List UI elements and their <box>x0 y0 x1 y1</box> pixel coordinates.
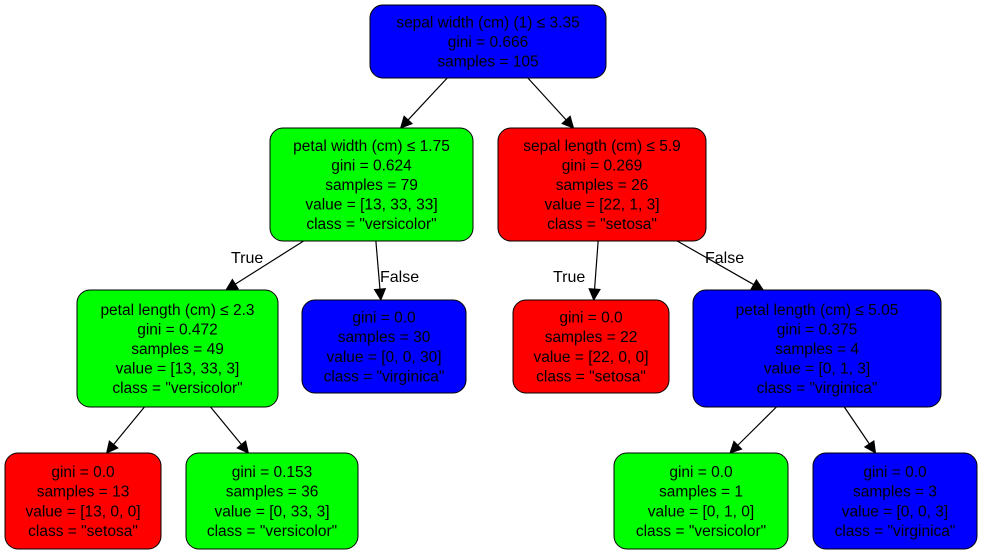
node-text-line: gini = 0.624 <box>331 157 412 174</box>
node-text-line: class = "setosa" <box>536 368 646 385</box>
tree-node-n0: sepal width (cm) (1) ≤ 3.35 gini = 0.666 s… <box>370 5 606 78</box>
arrowhead <box>374 289 385 300</box>
tree-node-n5: gini = 0.0 samples = 22 value = [22, 0, 0]… <box>513 300 669 393</box>
edge-n0-n2 <box>528 78 574 128</box>
tree-node-n3: petal length (cm) ≤ 2.3 gini = 0.472 sampl… <box>77 290 278 407</box>
node-text-line: samples = 22 <box>545 329 638 346</box>
node-text-line: class = "versicolor" <box>306 216 436 233</box>
node-text-line: value = [13, 33, 33] <box>305 197 437 214</box>
node-text-line: class = "virginica" <box>757 380 878 397</box>
tree-node-n1: petal width (cm) ≤ 1.75 gini = 0.624 sampl… <box>270 128 473 241</box>
node-text-line: gini = 0.269 <box>562 157 643 174</box>
edge-label-true: True <box>553 269 585 286</box>
edge-label-false: False <box>380 269 419 286</box>
edge-n2-n5: True <box>553 241 600 300</box>
arrowhead <box>237 441 248 453</box>
node-text-line: class = "setosa" <box>547 216 657 233</box>
edge-n2-n6: False <box>677 241 763 290</box>
node-text-line: gini = 0.0 <box>559 310 623 327</box>
edge-n3-n8 <box>211 407 249 453</box>
node-text-line: samples = 49 <box>131 341 224 358</box>
tree-node-n7: gini = 0.0 samples = 13 value = [13, 0, 0]… <box>5 453 161 549</box>
node-text-line: value = [0, 1, 0] <box>648 503 754 520</box>
node-text-line: value = [0, 1, 3] <box>764 361 870 378</box>
node-text-line: samples = 105 <box>437 54 538 71</box>
edge-n1-n4: False <box>374 241 419 300</box>
node-text-line: samples = 3 <box>853 484 937 501</box>
node-text-line: samples = 79 <box>325 177 418 194</box>
edge-n0-n1 <box>401 78 448 128</box>
edge-n3-n7 <box>107 407 145 453</box>
arrowhead <box>107 441 118 453</box>
node-text-line: gini = 0.0 <box>51 464 115 481</box>
node-text-line: value = [22, 1, 3] <box>544 197 659 214</box>
node-text-line: samples = 36 <box>226 484 319 501</box>
arrowhead <box>865 441 876 453</box>
arrowhead <box>751 280 763 290</box>
tree-node-n6: petal length (cm) ≤ 5.05 gini = 0.375 samp… <box>693 290 941 407</box>
node-text-line: class = "setosa" <box>28 523 138 540</box>
node-text-line: samples = 4 <box>775 341 859 358</box>
node-text-line: gini = 0.666 <box>448 34 529 51</box>
edge-n6-n9 <box>730 407 776 453</box>
tree-node-n9: gini = 0.0 samples = 1 value = [0, 1, 0] cl… <box>614 453 788 549</box>
node-text-line: samples = 1 <box>659 484 743 501</box>
edge-label-true: True <box>231 250 263 267</box>
tree-node-n4: gini = 0.0 samples = 30 value = [0, 0, 30]… <box>302 300 466 393</box>
node-text-line: gini = 0.153 <box>232 464 313 481</box>
node-text-line: value = [13, 0, 0] <box>25 503 140 520</box>
node-text-line: value = [13, 33, 3] <box>116 361 240 378</box>
node-text-line: class = "versicolor" <box>112 380 242 397</box>
tree-node-n10: gini = 0.0 samples = 3 value = [0, 0, 3] cl… <box>813 453 977 549</box>
node-text-line: value = [0, 0, 3] <box>842 503 948 520</box>
node-text-line: sepal width (cm) (1) ≤ 3.35 <box>396 14 579 31</box>
node-text-line: class = "virginica" <box>324 368 445 385</box>
node-text-line: gini = 0.472 <box>137 321 218 338</box>
node-text-line: gini = 0.0 <box>352 310 416 327</box>
node-text-line: gini = 0.375 <box>777 321 858 338</box>
node-text-line: class = "versicolor" <box>636 523 766 540</box>
tree-node-n2: sepal length (cm) ≤ 5.9 gini = 0.269 sampl… <box>498 128 706 241</box>
node-text-line: class = "virginica" <box>835 523 956 540</box>
node-text-line: gini = 0.0 <box>669 464 733 481</box>
edge-n1-n3: True <box>226 241 304 290</box>
node-text-line: petal width (cm) ≤ 1.75 <box>293 138 450 155</box>
node-text-line: gini = 0.0 <box>863 464 927 481</box>
node-text-line: value = [0, 33, 3] <box>214 503 329 520</box>
node-text-line: samples = 13 <box>37 484 130 501</box>
node-text-line: value = [0, 0, 30] <box>326 349 441 366</box>
arrowhead <box>226 279 238 290</box>
nodes-layer: sepal width (cm) (1) ≤ 3.35 gini = 0.666 s… <box>5 5 977 549</box>
node-text-line: samples = 30 <box>338 329 431 346</box>
edge-label-false: False <box>705 250 744 267</box>
node-text-line: class = "versicolor" <box>207 523 337 540</box>
node-text-line: sepal length (cm) ≤ 5.9 <box>523 138 681 155</box>
arrowhead <box>589 289 600 300</box>
edge-n6-n10 <box>844 407 875 453</box>
node-text-line: value = [22, 0, 0] <box>533 349 648 366</box>
node-text-line: samples = 26 <box>556 177 649 194</box>
tree-node-n8: gini = 0.153 samples = 36 value = [0, 33, … <box>186 453 358 549</box>
node-text-line: petal length (cm) ≤ 5.05 <box>736 302 899 319</box>
node-text-line: petal length (cm) ≤ 2.3 <box>100 302 254 319</box>
